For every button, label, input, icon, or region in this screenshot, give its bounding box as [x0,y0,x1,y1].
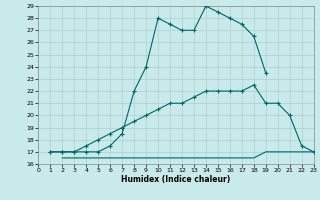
X-axis label: Humidex (Indice chaleur): Humidex (Indice chaleur) [121,175,231,184]
